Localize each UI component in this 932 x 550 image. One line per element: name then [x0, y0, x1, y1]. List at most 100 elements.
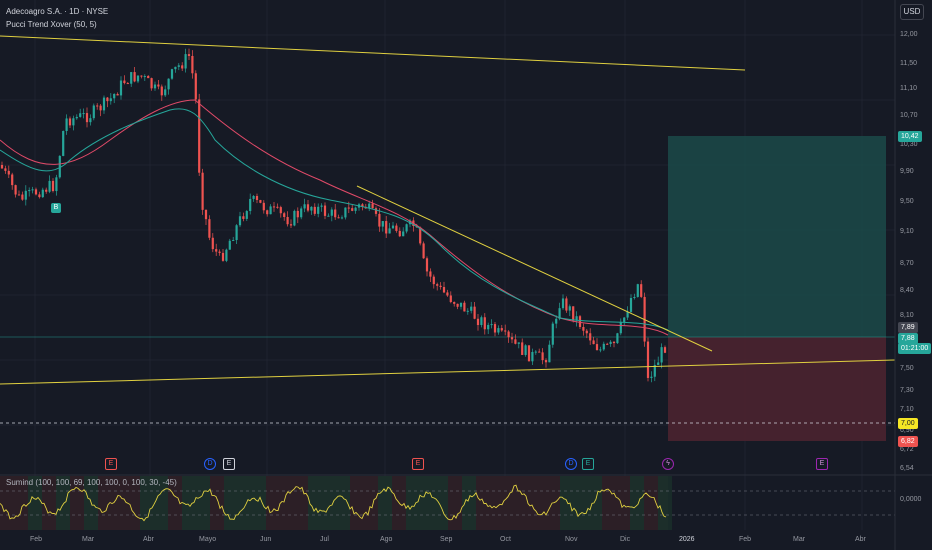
- candle-body: [106, 97, 109, 102]
- earnings-marker[interactable]: E: [816, 458, 828, 470]
- candle-body: [140, 75, 143, 77]
- candle-body: [466, 310, 469, 312]
- dividend-marker[interactable]: D: [565, 458, 577, 470]
- stop-price-tag: 6,82: [898, 436, 918, 447]
- candle-body: [99, 105, 102, 111]
- time-tick: Oct: [500, 536, 511, 543]
- oscillator-band: [532, 476, 546, 530]
- time-tick: Feb: [30, 536, 43, 543]
- candle-body: [170, 69, 174, 79]
- candle-body: [85, 113, 89, 123]
- candle-body: [531, 351, 534, 362]
- oscillator-band: [504, 476, 518, 530]
- countdown-tag: 01:21:00: [898, 343, 932, 354]
- candle-body: [201, 172, 204, 210]
- candle-body: [633, 296, 636, 299]
- candle-body: [483, 317, 486, 330]
- indicator-label[interactable]: Pucci Trend Xover (50, 5): [6, 20, 97, 29]
- candle-body: [113, 93, 116, 99]
- candle-body: [123, 80, 126, 84]
- candle-body: [0, 165, 4, 169]
- ma-slow-line: [0, 99, 669, 336]
- candle-body: [663, 347, 667, 353]
- candle-body: [286, 216, 289, 225]
- candle-body: [51, 180, 55, 192]
- ma-fast-line: [0, 108, 669, 331]
- candle-body: [102, 97, 106, 111]
- candle-body: [555, 318, 558, 324]
- earnings-marker[interactable]: E: [582, 458, 594, 470]
- candle-body: [636, 284, 639, 297]
- oscillator-band: [462, 476, 476, 530]
- candle-body: [255, 195, 259, 201]
- candle-body: [463, 302, 466, 312]
- trendlines: [0, 35, 896, 385]
- stop-zone: [668, 337, 886, 441]
- candle-body: [11, 174, 14, 186]
- dividend-marker[interactable]: D: [204, 458, 216, 470]
- candle-body: [283, 213, 286, 217]
- oscillator-band: [42, 476, 56, 530]
- candle-body: [17, 194, 21, 196]
- oscillator-band: [196, 476, 210, 530]
- candle-body: [177, 65, 180, 67]
- oscillator-band: [238, 476, 252, 530]
- price-tick: 8,40: [900, 287, 914, 294]
- candles: [0, 48, 667, 383]
- oscillator-band: [630, 476, 644, 530]
- candle-body: [453, 302, 456, 304]
- oscillator-band: [616, 476, 630, 530]
- candle-body: [330, 209, 333, 216]
- candle-body: [79, 113, 82, 117]
- candle-body: [272, 206, 276, 208]
- candle-body: [385, 221, 388, 234]
- entry-price-tag: 7,00: [898, 418, 918, 429]
- oscillator-band: [294, 476, 308, 530]
- oscillator-band: [448, 476, 462, 530]
- currency-button[interactable]: USD: [900, 4, 924, 20]
- candle-body: [568, 306, 571, 311]
- candle-body: [313, 206, 316, 214]
- candle-body: [646, 341, 650, 378]
- price-tick: 10,70: [900, 112, 918, 119]
- candle-body: [215, 249, 218, 252]
- candle-body: [289, 224, 293, 226]
- candle-body: [21, 194, 24, 200]
- candle-body: [65, 118, 68, 132]
- oscillator-bands: [0, 476, 672, 530]
- candle-body: [238, 216, 242, 226]
- candle-body: [459, 302, 463, 307]
- price-tick: 11,10: [900, 85, 917, 92]
- candle-body: [657, 362, 660, 365]
- candle-body: [561, 298, 565, 309]
- oscillator-band: [560, 476, 574, 530]
- candle-body: [259, 200, 262, 203]
- candle-body: [34, 189, 38, 195]
- candle-body: [551, 323, 554, 345]
- bolt-icon[interactable]: ϟ: [662, 458, 674, 470]
- candle-body: [490, 324, 493, 326]
- earnings-marker[interactable]: E: [105, 458, 117, 470]
- price-tick: 7,30: [900, 387, 914, 394]
- candle-body: [130, 72, 133, 84]
- candle-body: [157, 84, 160, 87]
- candle-body: [143, 76, 146, 78]
- candle-body: [133, 72, 136, 82]
- candle-body: [194, 73, 197, 100]
- candle-body: [650, 376, 653, 378]
- oscillator-line: [0, 484, 667, 522]
- candle-body: [225, 249, 228, 261]
- candle-body: [527, 345, 531, 362]
- candle-body: [609, 341, 612, 344]
- last-price-tag: 7,88: [898, 333, 918, 344]
- candle-body: [174, 66, 177, 70]
- oscillator-label[interactable]: Sumind (100, 100, 69, 100, 100, 0, 100, …: [6, 478, 177, 487]
- earnings-marker[interactable]: E: [412, 458, 424, 470]
- split-marker[interactable]: E: [223, 458, 235, 470]
- candle-body: [245, 211, 248, 219]
- price-tick: 9,50: [900, 198, 914, 205]
- candle-body: [320, 205, 323, 207]
- candle-body: [405, 224, 408, 232]
- candle-body: [58, 155, 61, 178]
